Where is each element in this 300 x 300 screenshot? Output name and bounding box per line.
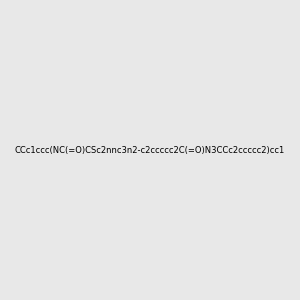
Text: CCc1ccc(NC(=O)CSc2nnc3n2-c2ccccc2C(=O)N3CCc2ccccc2)cc1: CCc1ccc(NC(=O)CSc2nnc3n2-c2ccccc2C(=O)N3…	[15, 146, 285, 154]
